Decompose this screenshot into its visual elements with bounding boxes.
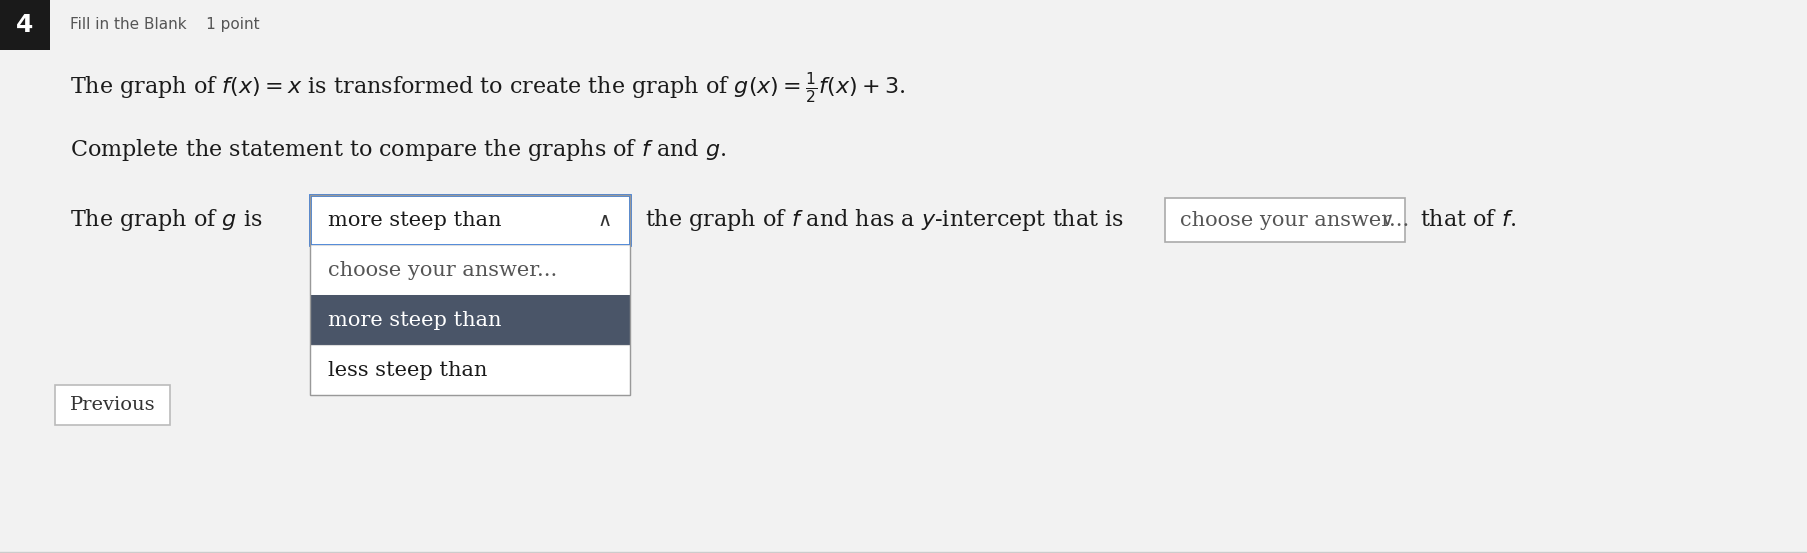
Bar bbox=[309, 195, 629, 245]
Text: The graph of $f(x) = x$ is transformed to create the graph of $g(x) = \frac{1}{2: The graph of $f(x) = x$ is transformed t… bbox=[70, 71, 905, 106]
Bar bbox=[0, 0, 51, 50]
Text: Complete the statement to compare the graphs of $f$ and $g$.: Complete the statement to compare the gr… bbox=[70, 137, 726, 163]
Bar bbox=[309, 195, 629, 395]
Bar bbox=[1164, 198, 1404, 242]
Bar bbox=[309, 245, 629, 295]
Text: 4: 4 bbox=[16, 13, 34, 37]
Bar bbox=[309, 345, 629, 395]
Text: more steep than: more steep than bbox=[327, 211, 501, 229]
Text: ∧: ∧ bbox=[598, 211, 613, 229]
Bar bbox=[54, 385, 170, 425]
Text: choose your answer...: choose your answer... bbox=[1180, 211, 1408, 229]
Text: Previous: Previous bbox=[70, 396, 155, 414]
Text: that of $f$.: that of $f$. bbox=[1418, 209, 1516, 231]
Text: the graph of $f$ and has a $y$-intercept that is: the graph of $f$ and has a $y$-intercept… bbox=[645, 207, 1124, 233]
Text: less steep than: less steep than bbox=[327, 361, 488, 379]
Text: choose your answer...: choose your answer... bbox=[327, 260, 557, 279]
Text: ∨: ∨ bbox=[1381, 211, 1393, 229]
Text: Fill in the Blank    1 point: Fill in the Blank 1 point bbox=[70, 18, 260, 33]
Text: The graph of $g$ is: The graph of $g$ is bbox=[70, 207, 262, 233]
Text: more steep than: more steep than bbox=[327, 310, 501, 330]
Bar bbox=[309, 295, 629, 345]
